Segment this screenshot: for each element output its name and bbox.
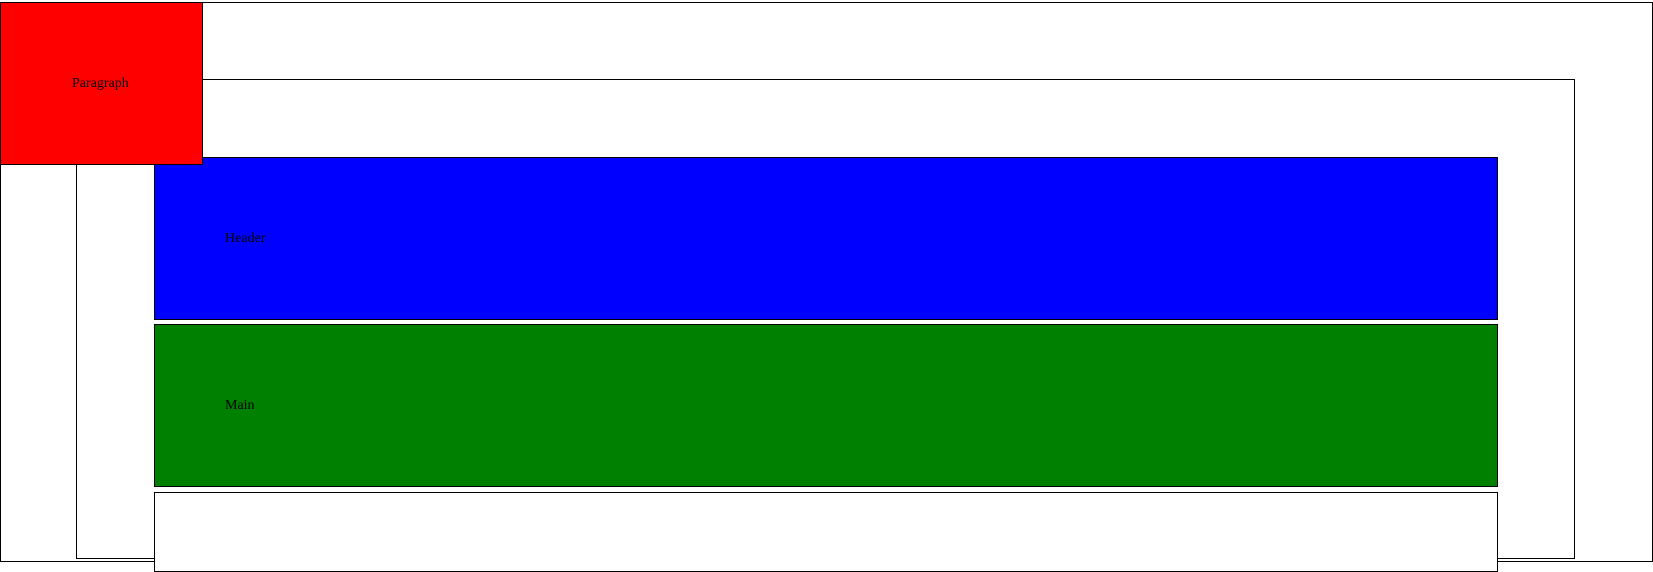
main-label: Main [225,398,255,413]
paragraph-block [0,2,203,165]
paragraph-label: Paragraph [72,76,129,91]
footer-block [154,492,1498,572]
main-block [154,324,1498,487]
header-label: Header [225,231,266,246]
header-block [154,157,1498,320]
